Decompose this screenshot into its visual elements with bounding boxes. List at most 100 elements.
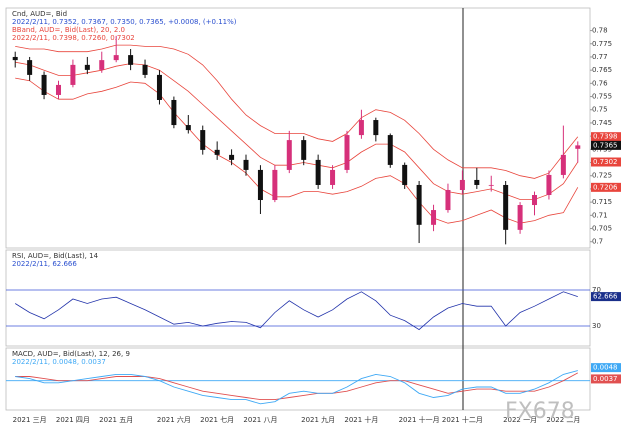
rsi-line [14,291,578,331]
signal-last-label: 0.0037 [593,375,618,383]
x-tick-label: 2021 三月 [13,416,47,424]
macd-title: MACD, AUD=, Bid(Last), 12, 26, 9 [12,350,130,358]
candle-body [27,60,33,75]
candle-body [517,205,523,230]
watermark: FX678 [505,399,575,424]
x-tick-label: 2021 四月 [56,416,90,424]
x-tick-label: 2021 七月 [200,415,234,424]
candle-body [503,184,509,230]
rsi-last-label: 62.666 [593,293,618,301]
candle-body [330,169,336,185]
signal-line [15,372,579,401]
x-tick-label: 2022 二月 [546,416,580,424]
price-panel [5,7,591,249]
band-middle-label-box [591,157,621,167]
x-tick-label: 2021 八月 [243,416,277,424]
candle-body [560,154,566,175]
rsi-subtitle: 2022/2/11, 62.666 [12,260,77,268]
y-tick-label: 0.76 [592,79,608,87]
rsi-title: RSI, AUD=, Bid(Last), 14 [12,252,99,260]
candle-body [445,189,451,211]
candle-body [387,135,393,165]
y-tick-label: 0.775 [592,40,612,48]
macd-subtitle: 2022/2/11, 0.0048, 0.0037 [12,358,106,366]
macd-panel [5,347,591,411]
band-upper [15,44,579,179]
y-tick-label: 0.745 [592,119,612,127]
candle-body [142,64,148,75]
candle-body [546,174,552,196]
price-title: Cnd, AUD=, Bid [12,10,67,18]
macd-last-label: 0.0048 [593,364,618,372]
candle-body [185,125,191,131]
rsi-last-label-box [591,292,621,302]
band-upper-label-box [591,132,621,142]
y-tick-label: 0.71 [592,211,608,219]
candle-body [459,179,465,190]
candle-body [84,64,90,70]
candle-body [474,179,480,185]
candle-body [286,140,292,170]
candle-body [575,145,581,149]
candle-body [344,135,350,170]
band-middle-label: 0.7302 [593,158,618,166]
y-tick-label: 0.7 [592,238,603,246]
candle-body [301,140,307,160]
band-lower [15,77,579,224]
band-upper-label: 0.7398 [593,133,618,141]
band-lower-label: 0.7206 [593,183,618,191]
band-subtitle: 2022/2/11, 0.7398, 0.7260, 0.7302 [12,34,135,42]
y-tick-label: 70 [592,286,601,294]
candle-body [315,159,321,185]
x-tick-label: 2021 十二月 [442,415,483,424]
candle-body [156,74,162,100]
candle-body [70,64,76,85]
band-middle [15,61,579,200]
candle-body [214,149,220,155]
last-close-label: 0.7365 [593,141,618,149]
band-lower-label-box [591,182,621,192]
candle-body [257,169,263,201]
candle-body [41,74,47,95]
y-tick-label: 0.77 [592,53,608,61]
candle-body [200,130,206,150]
candle-body [171,99,177,126]
y-tick-label: 0.755 [592,93,612,101]
candle-body [12,56,18,61]
candle-body [243,159,249,170]
candle-body [431,210,437,225]
x-tick-label: 2021 五月 [99,416,133,424]
candle-body [272,169,278,201]
x-tick-label: 2021 十一月 [399,415,440,424]
candle-body [532,195,538,206]
candle-body [99,60,105,70]
candle-body [488,184,494,186]
x-tick-label: 2022 一月 [503,416,537,424]
y-tick-label: 0.765 [592,66,612,74]
candle-body [416,184,422,225]
y-tick-label: 0.78 [592,27,608,35]
last-close-label-box [591,140,621,150]
x-tick-label: 2021 六月 [157,415,191,424]
y-tick-label: 0.725 [592,172,612,180]
candle-body [402,164,408,185]
candle-body [55,84,61,95]
band-title: BBand, AUD=, Bid(Last), 20, 2.0 [12,26,125,34]
y-tick-label: 0.705 [592,225,612,233]
x-tick-label: 2021 十月 [344,415,378,424]
candle-body [113,55,119,61]
rsi-panel [5,249,591,347]
macd-line [15,370,578,405]
y-tick-label: 0.75 [592,106,608,114]
signal-last-label-box [591,374,621,384]
y-tick-label: 0.715 [592,198,612,206]
y-tick-label: 30 [592,322,601,330]
candle-body [358,120,364,136]
candle-body [128,55,134,65]
candle-body [229,154,235,160]
macd-last-label-box [591,363,621,373]
price-subtitle: 2022/2/11, 0.7352, 0.7367, 0.7350, 0.736… [12,18,237,26]
x-tick-label: 2021 九月 [301,415,335,424]
candle-body [373,120,379,136]
